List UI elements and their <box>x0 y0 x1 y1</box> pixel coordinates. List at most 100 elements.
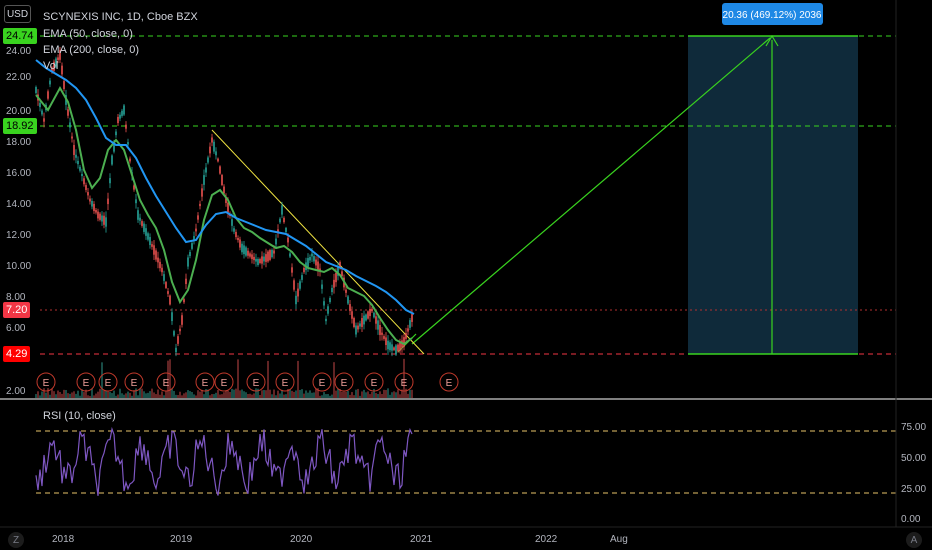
candle-body <box>267 251 269 262</box>
earnings-marker-ring <box>439 372 459 392</box>
candle-body <box>349 304 351 311</box>
candle-body <box>293 280 295 290</box>
volume-bar <box>57 390 59 398</box>
earnings-marker[interactable]: E <box>282 378 289 389</box>
earnings-marker[interactable]: E <box>319 378 326 389</box>
earnings-marker[interactable]: E <box>253 378 260 389</box>
volume-bar <box>385 390 387 398</box>
volume-bar <box>157 389 159 398</box>
volume-bar <box>369 394 371 398</box>
volume-bar <box>81 389 83 398</box>
earnings-marker[interactable]: E <box>401 378 408 389</box>
time-axis[interactable]: 2018 2019 2020 2021 2022 Aug <box>52 534 628 545</box>
earnings-marker[interactable]: E <box>163 378 170 389</box>
volume-bar <box>365 392 367 398</box>
price-tick: 22.00 <box>6 72 31 83</box>
candle-body <box>287 237 289 243</box>
volume-bar <box>247 393 249 398</box>
indicator-ema50-label[interactable]: EMA (50, close, 0) <box>43 28 133 40</box>
symbol-title[interactable]: SCYNEXIS INC, 1D, Cboe BZX <box>43 11 198 23</box>
price-tick: 6.00 <box>6 323 26 334</box>
volume-bar <box>137 395 139 398</box>
rsi-axis[interactable]: 75.00 50.00 25.00 0.00 <box>901 422 926 525</box>
earnings-marker-ring <box>36 372 56 392</box>
candle-body <box>141 221 143 226</box>
candle-body <box>241 243 243 253</box>
volume-bar <box>289 389 291 398</box>
candle-body <box>233 228 235 232</box>
earnings-marker[interactable]: E <box>446 378 453 389</box>
volume-bar <box>351 392 353 398</box>
volume-bar <box>103 390 105 398</box>
volume-bar <box>265 390 267 398</box>
rsi-title[interactable]: RSI (10, close) <box>43 410 116 422</box>
volume-bars <box>35 358 413 398</box>
price-tick: 14.00 <box>6 199 31 210</box>
candle-body <box>255 258 257 262</box>
volume-bar <box>355 389 357 398</box>
earnings-marker[interactable]: E <box>105 378 112 389</box>
candle-body <box>59 50 61 60</box>
volume-bar <box>411 389 413 398</box>
volume-bar <box>199 391 201 398</box>
downtrend-line <box>211 129 425 355</box>
candle-body <box>193 236 195 240</box>
candle-body <box>373 312 375 318</box>
candle-body <box>405 333 407 339</box>
volume-bar <box>299 389 301 398</box>
volume-bar <box>69 393 71 398</box>
volume-bar <box>41 391 43 398</box>
volume-bar <box>113 390 115 398</box>
volume-bar <box>135 388 137 398</box>
candle-body <box>353 317 355 328</box>
volume-bar <box>359 395 361 398</box>
candle-body <box>383 336 385 339</box>
candle-body <box>169 295 171 305</box>
candle-body <box>107 198 109 205</box>
breakout-line <box>397 333 417 353</box>
volume-bar <box>215 392 217 398</box>
candle-body <box>339 261 341 269</box>
candle-body <box>69 122 71 128</box>
earnings-marker[interactable]: E <box>131 378 138 389</box>
candle-body <box>175 347 177 353</box>
time-tick: Aug <box>610 534 628 545</box>
currency-button[interactable]: USD <box>4 5 31 23</box>
candle-body <box>75 154 77 158</box>
auto-scale-button[interactable]: A <box>906 532 922 548</box>
zoom-button[interactable]: Z <box>8 532 24 548</box>
candle-body <box>151 244 153 247</box>
candle-body <box>315 259 317 266</box>
candle-body <box>115 131 117 136</box>
earnings-marker[interactable]: E <box>43 378 50 389</box>
candle-body <box>111 155 113 165</box>
earnings-marker[interactable]: E <box>221 378 228 389</box>
projection-label[interactable]: 20.36 (469.12%) 2036 <box>722 3 823 25</box>
earnings-marker[interactable]: E <box>202 378 209 389</box>
candle-body <box>71 136 73 139</box>
earnings-marker[interactable]: E <box>341 378 348 389</box>
earnings-marker[interactable]: E <box>371 378 378 389</box>
candle-body <box>61 65 63 75</box>
price-axis[interactable]: 24.00 22.00 20.00 18.00 16.00 14.00 12.0… <box>6 46 31 397</box>
volume-bar <box>279 393 281 398</box>
volume-bar <box>295 390 297 398</box>
projection-measure-arrowhead <box>765 34 779 47</box>
earnings-marker-ring <box>246 372 266 392</box>
candle-body <box>411 314 413 322</box>
volume-bar <box>251 394 253 398</box>
indicator-ema200-label[interactable]: EMA (200, close, 0) <box>43 44 139 56</box>
candle-body <box>247 250 249 256</box>
candle-body <box>73 145 75 155</box>
rsi-tick: 25.00 <box>901 484 926 495</box>
volume-bar <box>331 394 333 398</box>
volume-bar <box>281 389 283 398</box>
volume-bar <box>233 389 235 398</box>
earnings-marker[interactable]: E <box>83 378 90 389</box>
price-tick: 10.00 <box>6 261 31 272</box>
indicator-volume-label[interactable]: Vol <box>43 60 59 72</box>
candle-body <box>119 114 121 119</box>
candle-body <box>299 281 301 289</box>
volume-bar <box>145 393 147 398</box>
